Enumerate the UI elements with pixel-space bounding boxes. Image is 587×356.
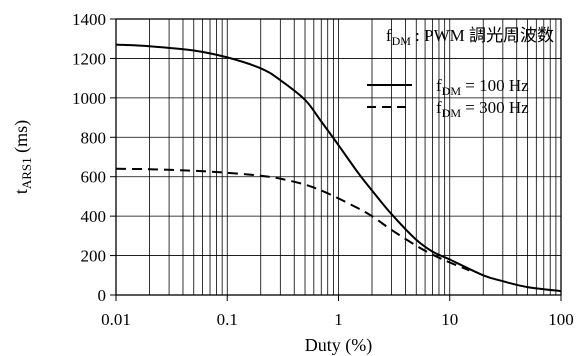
y-tick-label: 0 — [98, 286, 107, 305]
x-tick-label: 10 — [441, 310, 458, 329]
grid — [116, 19, 561, 295]
y-tick-label: 1000 — [72, 89, 106, 108]
y-tick-label: 1200 — [72, 49, 106, 68]
x-tick-label: 0.1 — [217, 310, 238, 329]
y-axis-label-sub: ARS1 — [19, 157, 34, 189]
y-axis-label: tARS1 (ms) — [11, 120, 34, 194]
annotation-sub: DM — [392, 34, 412, 48]
series-100hz-line — [115, 43, 562, 293]
legend: fDM = 100 Hz fDM = 300 Hz — [367, 76, 529, 120]
annotation-main: f — [386, 26, 392, 45]
legend-100hz-sub: DM — [442, 84, 462, 98]
annotation-label: fDM : PWM 調光周波数 — [386, 26, 554, 48]
legend-300hz-sub: DM — [442, 106, 462, 120]
y-axis-label-main: t — [11, 189, 31, 194]
y-tick-label: 200 — [81, 247, 107, 266]
x-tick-label: 100 — [548, 310, 574, 329]
legend-entry-300hz: fDM = 300 Hz — [436, 98, 529, 120]
series-300hz-line — [115, 167, 470, 272]
y-tick-label: 600 — [81, 168, 107, 187]
x-axis-label: Duty (%) — [305, 335, 372, 356]
x-axis-ticks: 0.01 0.1 1 10 100 — [101, 295, 574, 329]
y-tick-label: 800 — [81, 128, 107, 147]
legend-100hz-text: = 100 Hz — [461, 76, 529, 95]
curves — [115, 43, 562, 293]
annotation-text: : PWM 調光周波数 — [411, 26, 554, 45]
y-tick-label: 1400 — [72, 10, 106, 29]
x-tick-label: 1 — [334, 310, 343, 329]
y-tick-label: 400 — [81, 207, 107, 226]
legend-100hz-main: f — [436, 76, 442, 95]
legend-300hz-main: f — [436, 98, 442, 117]
legend-300hz-text: = 300 Hz — [461, 98, 529, 117]
y-axis-ticks: 0 200 400 600 800 1000 1200 1400 — [72, 10, 116, 305]
legend-entry-100hz: fDM = 100 Hz — [436, 76, 529, 98]
x-tick-label: 0.01 — [101, 310, 131, 329]
y-axis-label-unit: (ms) — [11, 120, 32, 158]
